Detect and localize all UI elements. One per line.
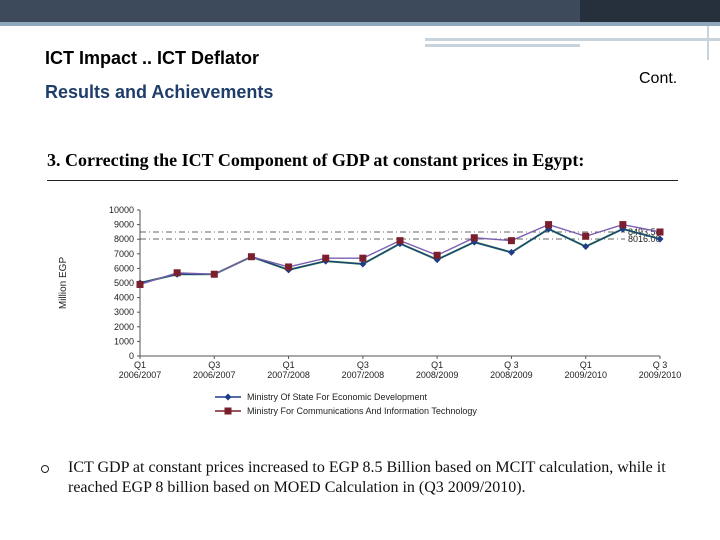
legend-label-moed: Ministry Of State For Economic Developme… bbox=[247, 392, 428, 402]
moed-data-point bbox=[507, 248, 515, 256]
heading-rule bbox=[47, 180, 678, 181]
bullet-icon bbox=[41, 465, 49, 473]
decorative-line bbox=[707, 26, 709, 60]
series-line-moed-smooth bbox=[139, 227, 661, 284]
x-tick-label: Q 3 bbox=[653, 360, 668, 370]
bullet-text: ICT GDP at constant prices increased to … bbox=[68, 459, 666, 496]
mcit-data-point bbox=[210, 270, 218, 278]
y-tick-label: 1000 bbox=[114, 336, 134, 346]
top-bar-dark-segment bbox=[580, 0, 720, 22]
cont-label: Cont. bbox=[639, 70, 678, 87]
section-heading: 3. Correcting the ICT Component of GDP a… bbox=[47, 150, 585, 170]
moed-data-point bbox=[619, 225, 627, 233]
y-tick-label: 10000 bbox=[109, 205, 134, 215]
x-tick-label: Q 3 bbox=[504, 360, 519, 370]
mcit-data-point bbox=[582, 232, 590, 240]
y-tick-label: 0 bbox=[129, 351, 134, 361]
mcit-data-point bbox=[173, 269, 181, 277]
reference-line-label: 8493.54 bbox=[628, 227, 661, 237]
x-tick-label: 2009/2010 bbox=[564, 370, 607, 380]
mcit-data-point bbox=[359, 254, 367, 262]
moed-data-point bbox=[359, 260, 367, 268]
x-tick-label: Q1 bbox=[431, 360, 443, 370]
x-tick-label: Q1 bbox=[134, 360, 146, 370]
reference-line-label: 8016.00 bbox=[628, 234, 661, 244]
x-tick-label: 2006/2007 bbox=[193, 370, 236, 380]
series-line-moed bbox=[139, 228, 661, 284]
x-tick-label: 2007/2008 bbox=[342, 370, 385, 380]
top-bar-accent bbox=[0, 22, 720, 26]
legend-marker-moed bbox=[224, 393, 232, 401]
chart-container: 0 1000 2000 3000 4000 5000 6000 7000 8000 9000 100… bbox=[50, 192, 690, 424]
slide-subtitle: Results and Achievements bbox=[45, 82, 274, 102]
mcit-data-point bbox=[656, 228, 664, 236]
x-tick-label: Q3 bbox=[208, 360, 220, 370]
moed-data-point bbox=[470, 238, 478, 246]
y-tick-label: 9000 bbox=[114, 220, 134, 230]
mcit-data-point bbox=[470, 234, 478, 242]
x-tick-label: 2009/2010 bbox=[639, 370, 682, 380]
mcit-data-point bbox=[285, 263, 293, 271]
legend-label-mcit: Ministry For Communications And Informat… bbox=[247, 406, 477, 416]
x-tick-label: Q1 bbox=[283, 360, 295, 370]
mcit-data-point bbox=[433, 251, 441, 259]
y-tick-label: 7000 bbox=[114, 249, 134, 259]
mcit-data-point bbox=[322, 254, 330, 262]
x-tick-label: 2008/2009 bbox=[416, 370, 459, 380]
mcit-data-point bbox=[507, 237, 515, 245]
x-tick-label: 2007/2008 bbox=[267, 370, 310, 380]
x-tick-label: 2006/2007 bbox=[119, 370, 162, 380]
y-tick-label: 3000 bbox=[114, 307, 134, 317]
y-axis-label: Million EGP bbox=[58, 257, 69, 310]
x-tick-label: Q1 bbox=[580, 360, 592, 370]
mcit-data-point bbox=[136, 280, 144, 288]
x-tick-label: Q3 bbox=[357, 360, 369, 370]
mcit-data-point bbox=[396, 237, 404, 245]
y-tick-label: 4000 bbox=[114, 293, 134, 303]
moed-data-point bbox=[656, 235, 664, 243]
moed-data-point bbox=[582, 243, 590, 250]
decorative-line bbox=[425, 44, 580, 47]
y-tick-label: 2000 bbox=[114, 322, 134, 332]
slide-title: ICT Impact .. ICT Deflator bbox=[45, 48, 260, 68]
x-tick-label: 2008/2009 bbox=[490, 370, 533, 380]
mcit-data-point bbox=[247, 253, 255, 261]
gdp-line-chart: 0 1000 2000 3000 4000 5000 6000 7000 8000 9000 100… bbox=[58, 205, 682, 416]
mcit-data-point bbox=[545, 221, 553, 229]
y-tick-label: 5000 bbox=[114, 278, 134, 288]
decorative-line bbox=[425, 38, 720, 41]
series-line-mcit bbox=[139, 223, 661, 286]
mcit-data-point bbox=[619, 221, 627, 229]
y-tick-label: 6000 bbox=[114, 263, 134, 273]
top-bar bbox=[0, 0, 720, 22]
legend-marker-mcit bbox=[224, 407, 232, 415]
y-tick-label: 8000 bbox=[114, 234, 134, 244]
